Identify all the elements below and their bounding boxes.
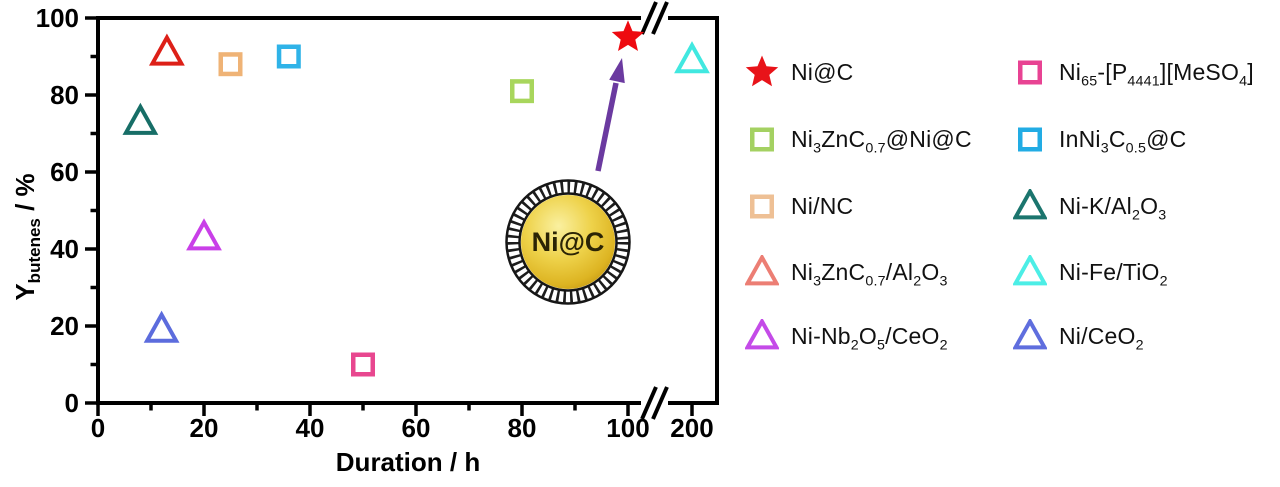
data-point-InNi3C0.5@C: [276, 44, 301, 69]
niac-sphere-illustration: Ni@C: [505, 179, 631, 305]
square-marker-icon: [510, 79, 534, 104]
x-tick-label: 0: [91, 413, 105, 443]
data-point-Ni65-[P4441][MeSO4]: [351, 352, 375, 377]
sphere-label: Ni@C: [532, 227, 605, 257]
y-tick-label: 20: [50, 311, 79, 341]
x-tick-label: 60: [402, 413, 431, 443]
data-point-Ni@C: [611, 20, 645, 51]
data-point-Ni/NC: [218, 52, 243, 77]
data-point-Ni3ZnC0.7/Al2O3: [148, 33, 185, 66]
x-tick-label: 40: [296, 413, 325, 443]
data-point-Ni3ZnC0.7@Ni@C: [510, 79, 534, 104]
triangle-marker-icon: [186, 218, 222, 251]
carbon-cage-mesh-icon: [507, 181, 629, 303]
axis-break-slash-icon: [651, 1, 669, 35]
arrow-head-icon: [609, 58, 625, 84]
square-marker-icon: [276, 44, 301, 69]
data-point-Ni-Nb2O5/CeO2: [186, 218, 222, 251]
axis-break-gap: [641, 13, 668, 23]
data-point-Ni/CeO2: [143, 310, 180, 343]
triangle-marker-icon: [122, 102, 159, 135]
data-point-Ni-K/Al2O3: [122, 102, 159, 135]
arrow-annotation: [595, 58, 625, 172]
axis-break-slash-icon: [640, 1, 658, 35]
triangle-marker-icon: [148, 33, 185, 66]
x-tick-label: 20: [190, 413, 219, 443]
y-tick-label: 60: [50, 157, 79, 187]
y-tick-label: 100: [36, 3, 79, 33]
carbon-cage-outer-ring-icon: [505, 179, 631, 305]
arrow-shaft-icon: [595, 82, 619, 172]
x-tick-label: 200: [670, 413, 713, 443]
y-tick-label: 40: [50, 234, 79, 264]
y-tick-label: 0: [65, 388, 79, 418]
y-axis-label: Ybutenes / %: [10, 173, 44, 300]
y-tick-label: 80: [50, 80, 79, 110]
axis-break-gap: [641, 398, 668, 408]
square-marker-icon: [218, 52, 243, 77]
nickel-sphere-icon: [521, 195, 615, 289]
x-axis-label: Duration / h: [336, 447, 480, 477]
axis-break-slash-icon: [640, 386, 658, 420]
plot-frame: [96, 16, 719, 405]
axis-break-slash-icon: [651, 386, 669, 420]
carbon-cage-inner-ring-icon: [518, 192, 618, 292]
star-marker-icon: [611, 20, 645, 51]
triangle-marker-icon: [143, 310, 180, 343]
triangle-marker-icon: [674, 41, 710, 74]
x-tick-label: 80: [508, 413, 537, 443]
square-marker-icon: [351, 352, 375, 377]
data-point-Ni-Fe/TiO2: [674, 41, 710, 74]
data-points-layer: [122, 20, 710, 377]
